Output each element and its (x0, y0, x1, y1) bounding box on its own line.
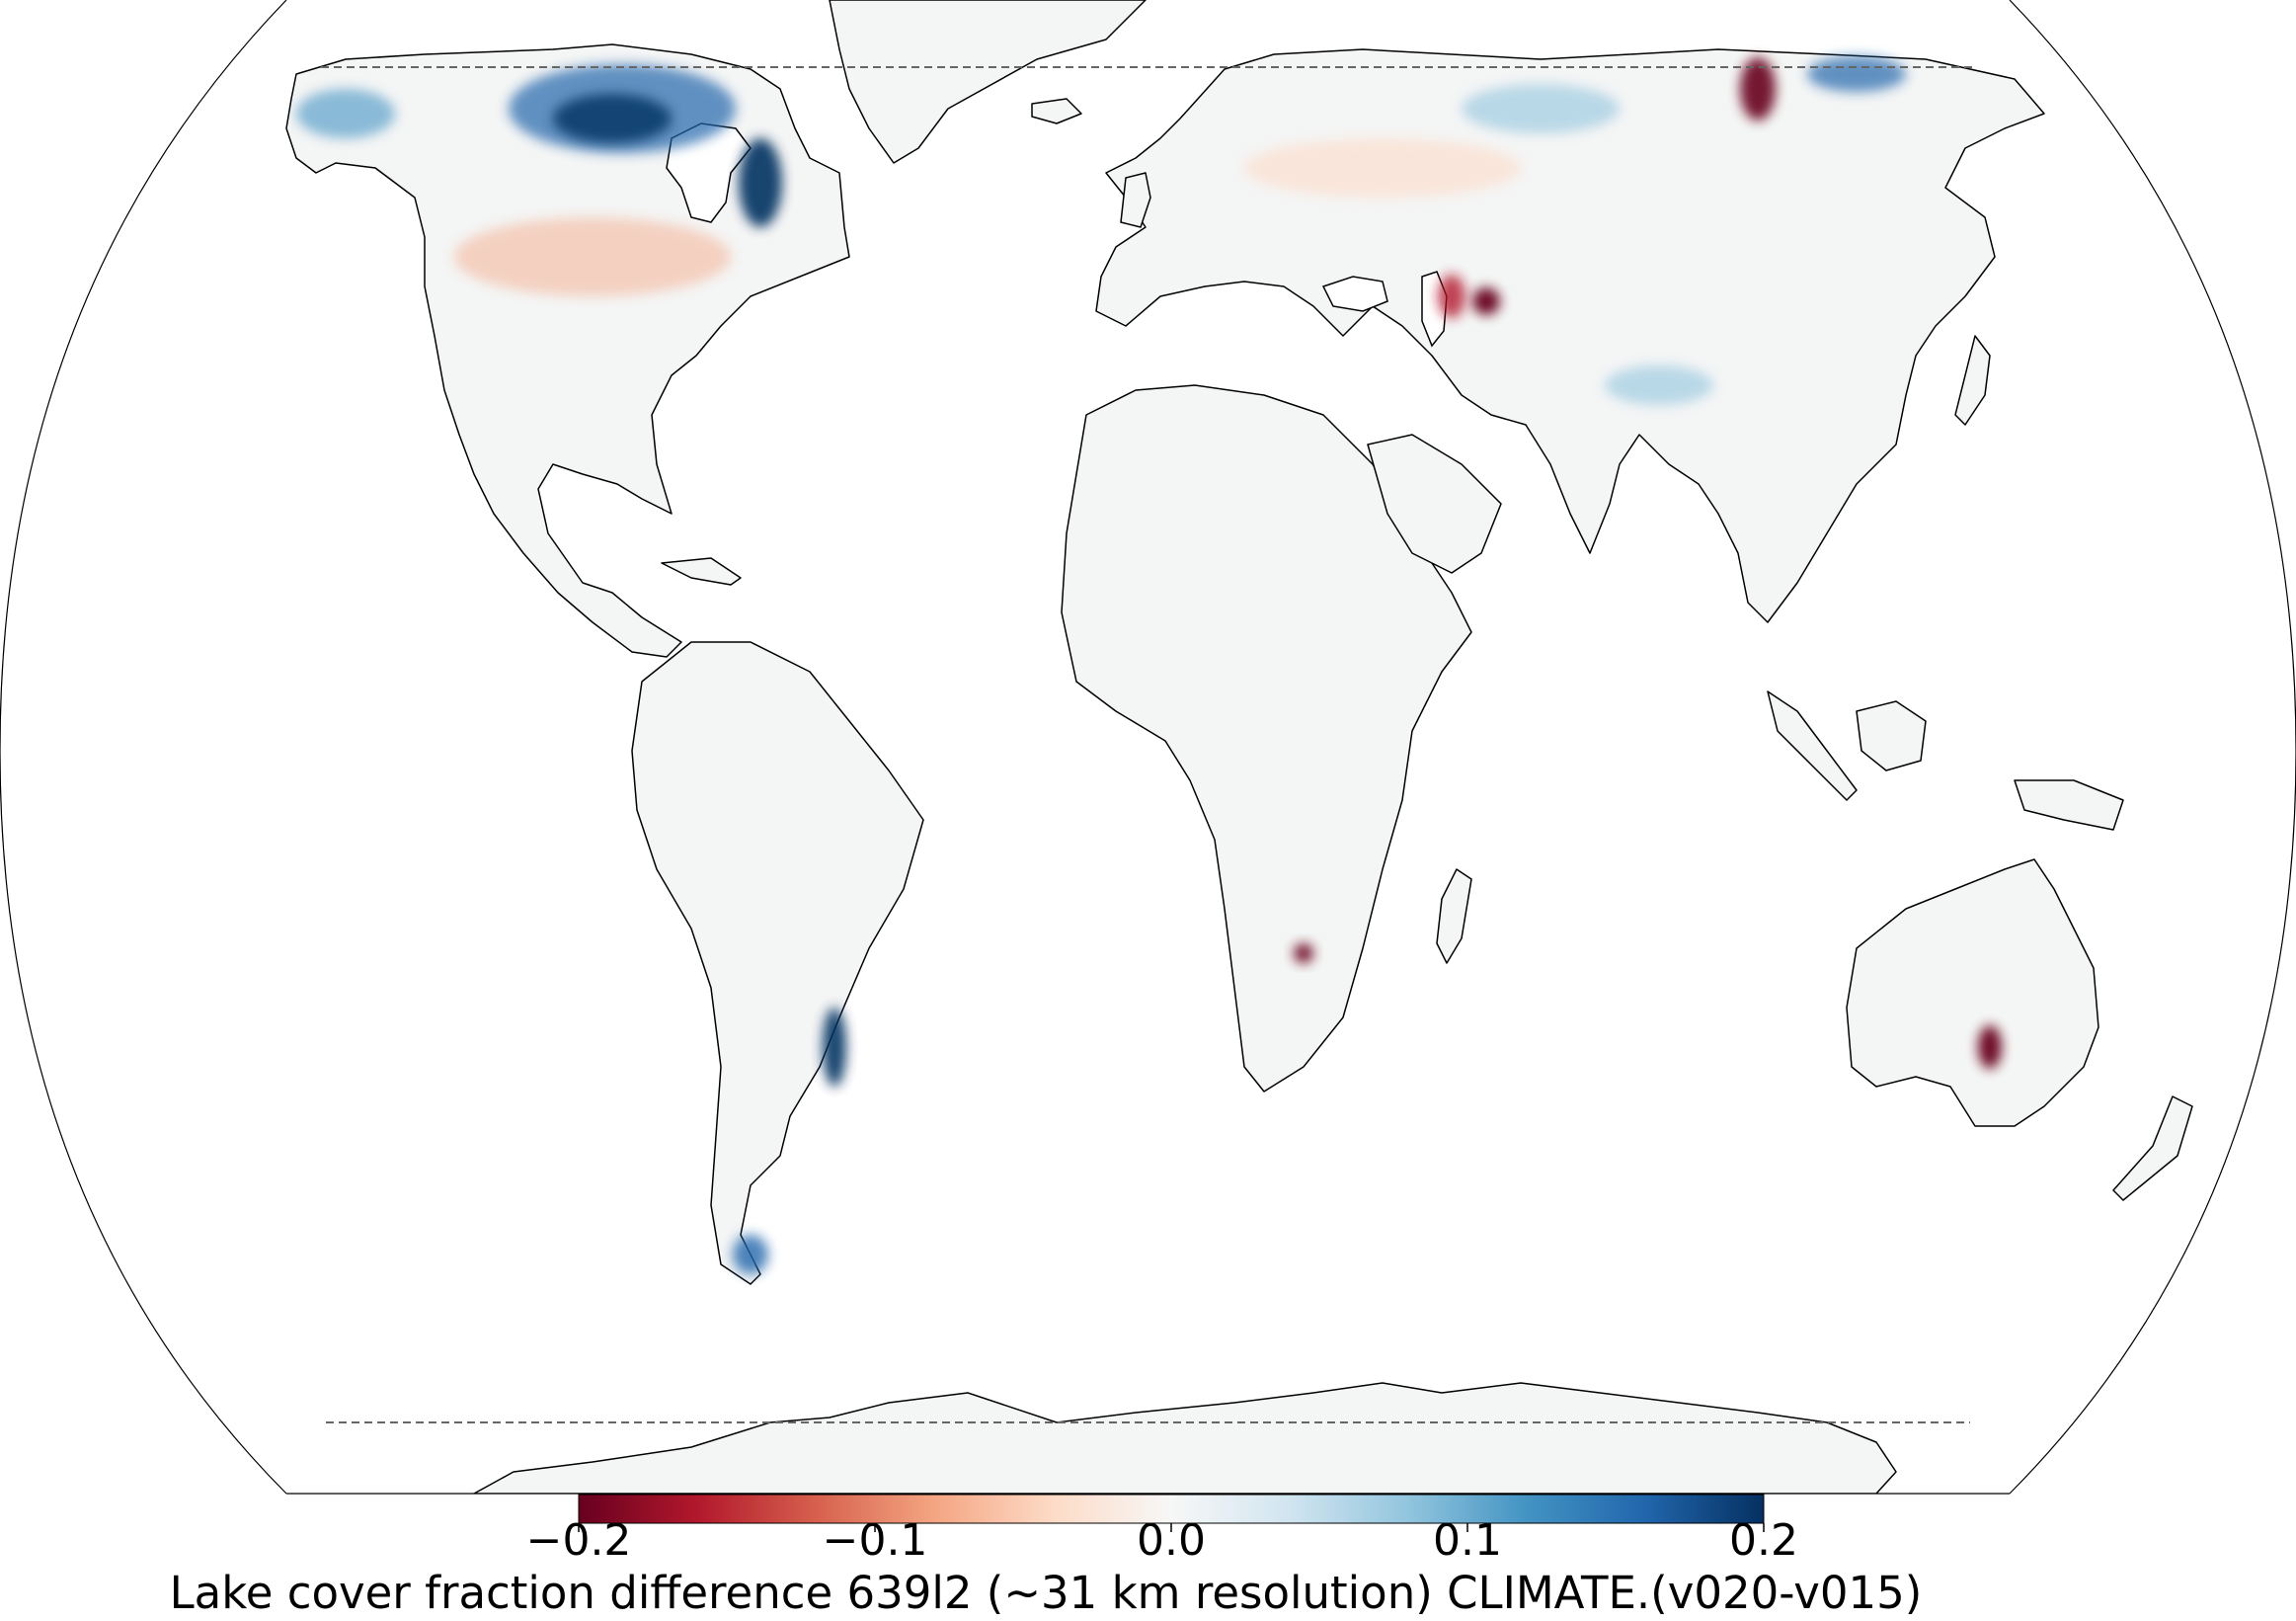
land-layer (285, 0, 2193, 1494)
japan-land (1954, 335, 1991, 426)
anomaly-russia-interior (1244, 138, 1521, 198)
south-america-land (631, 641, 924, 1285)
australia-land (1846, 858, 2099, 1127)
africa-land (1061, 384, 1472, 1093)
colorbar-tick-label: −0.2 (525, 1515, 632, 1566)
antarctica-land (473, 1382, 1897, 1494)
colorbar-tick-label: −0.1 (822, 1515, 928, 1566)
colorbar-tick-label: 0.1 (1433, 1515, 1502, 1566)
anomaly-lake-eyre (1978, 1025, 2002, 1069)
anomaly-uruguay (823, 1008, 846, 1087)
new-zealand-land (2112, 1095, 2193, 1201)
anomaly-c-siberia (1740, 57, 1776, 121)
new-guinea-land (2014, 779, 2124, 831)
anomaly-us-interior (454, 217, 731, 296)
colorbar-ticks (578, 1523, 1765, 1532)
anomaly-mongolia (1605, 365, 1713, 405)
black-sea-water (1321, 276, 1388, 312)
anomaly-layer (296, 56, 2002, 1274)
colorbar-caption: Lake cover fraction difference 639l2 (~3… (169, 1567, 1923, 1619)
borneo-land (1856, 700, 1927, 771)
arabia-land (1367, 434, 1502, 574)
anomaly-quebec (739, 138, 782, 227)
iceland-land (1031, 98, 1082, 124)
sumatra-land (1767, 690, 1858, 801)
uk-land (1120, 172, 1151, 228)
anomaly-kazakh (1438, 275, 1465, 318)
anomaly-patagonia (733, 1235, 768, 1274)
anomaly-n-siberia (1807, 56, 1906, 92)
colorbar-tick-label: 0.2 (1729, 1515, 1798, 1566)
anomaly-aral (1472, 287, 1500, 315)
anomaly-alaska (296, 89, 395, 138)
greenland-land (829, 0, 1147, 164)
anomaly-canada-core (553, 94, 672, 143)
colorbar-tick-label: 0.0 (1137, 1515, 1206, 1566)
colorbar (578, 1494, 1765, 1524)
cuba-land (661, 557, 742, 586)
anomaly-s-africa (1294, 943, 1313, 963)
anomaly-w-siberia (1462, 84, 1620, 133)
madagascar-land (1436, 868, 1472, 964)
